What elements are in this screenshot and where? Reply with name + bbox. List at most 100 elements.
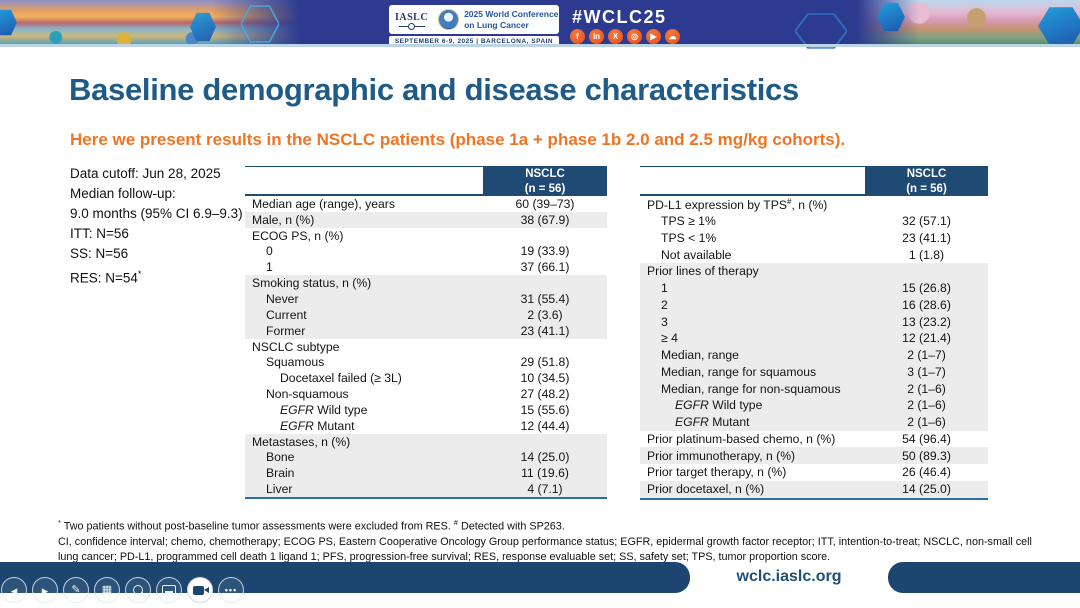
- table-row: EGFR Wild type 2 (1–6): [640, 397, 988, 414]
- row-label: Squamous: [266, 355, 325, 370]
- row-label: Non-squamous: [266, 387, 349, 402]
- table-row: Prior lines of therapy: [640, 263, 988, 280]
- study-info-line: SS: N=56: [70, 246, 129, 261]
- x-twitter-icon: X: [608, 29, 623, 44]
- row-value: 10 (34.5): [520, 371, 570, 386]
- pen-button[interactable]: ✎: [63, 577, 89, 603]
- table-header-line2: (n = 56): [906, 182, 947, 195]
- table-row: Prior platinum-based chemo, n (%) 54 (96.…: [640, 431, 988, 448]
- row-label: Liver: [266, 482, 293, 497]
- table-row: 3 13 (23.2): [640, 313, 988, 330]
- hexagon-outline-decoration: [241, 5, 279, 43]
- row-label: Current: [266, 307, 307, 322]
- row-value: 13 (23.2): [902, 314, 951, 329]
- table-row: Prior immunotherapy, n (%) 50 (89.3): [640, 447, 988, 464]
- iaslc-conference-logo: IASLC 2025 World Conference on Lung Canc…: [389, 5, 559, 34]
- footnote-text2: Detected with SP263.: [457, 520, 565, 533]
- linkedin-icon: in: [589, 29, 604, 44]
- table-header-empty-cell: [245, 167, 483, 196]
- table-row: EGFR Mutant 12 (44.4): [245, 418, 607, 434]
- conference-date-location: SEPTEMBER 6-9, 2025 | BARCELONA, SPAIN: [389, 36, 559, 47]
- table-row: Median age (range), years 60 (39–73): [245, 196, 607, 212]
- footnote-hash: #: [453, 518, 458, 527]
- table-body: PD-L1 expression by TPS#, n (%) TPS ≥ 1% 3…: [640, 196, 988, 500]
- hexagon-decoration: [877, 2, 905, 32]
- row-value: 60 (39–73): [515, 196, 575, 211]
- table-body: Median age (range), years 60 (39–73) Male,…: [245, 196, 607, 500]
- table-row: 0 19 (33.9): [245, 244, 607, 260]
- wechat-icon: ☁: [665, 29, 680, 44]
- study-info-line: RES: N=54*: [70, 269, 142, 286]
- row-value: 23 (41.1): [520, 323, 570, 338]
- row-label: 1: [661, 281, 668, 296]
- see-all-slides-button[interactable]: ▦: [94, 577, 120, 603]
- row-label: ≥ 4: [661, 331, 678, 346]
- previous-slide-button[interactable]: ◂: [1, 577, 27, 603]
- table-row: Brain 11 (19.6): [245, 465, 607, 482]
- study-info-line: Data cutoff: Jun 28, 2025: [70, 166, 221, 181]
- row-value: 1 (1.8): [908, 247, 945, 262]
- row-label: EGFR Mutant: [675, 415, 750, 430]
- row-label: 3: [661, 314, 668, 329]
- row-label: PD-L1 expression by TPS#, n (%): [647, 196, 828, 212]
- captions-icon: [162, 585, 176, 595]
- table-row: 1 15 (26.8): [640, 279, 988, 297]
- table-row: Not available 1 (1.8): [640, 246, 988, 263]
- table-row: EGFR Wild type 15 (55.6): [245, 402, 607, 418]
- row-value: 2 (1–6): [907, 398, 946, 413]
- table-row: Male, n (%) 38 (67.9): [245, 211, 607, 228]
- row-value: 15 (55.6): [520, 402, 570, 417]
- table-row: Smoking status, n (%): [245, 275, 607, 292]
- row-value: 54 (96.4): [902, 431, 951, 446]
- hexagon-outline-decoration: [795, 13, 847, 49]
- row-label: 0: [266, 244, 273, 259]
- social-icons-row: f in X ◎ ▶ ☁: [570, 29, 680, 44]
- table-header: NSCLC (n = 56): [245, 166, 607, 196]
- row-label: Smoking status, n (%): [252, 276, 372, 291]
- row-value: 2 (3.6): [527, 307, 563, 322]
- row-value: 14 (25.0): [902, 482, 951, 497]
- iaslc-logo-mark: [398, 23, 425, 30]
- row-label: Median, range: [661, 348, 739, 363]
- conference-name: 2025 World Conference on Lung Cancer: [464, 9, 558, 29]
- table-header-empty-cell: [640, 167, 865, 196]
- camera-button[interactable]: [187, 577, 213, 603]
- table-header-line1: NSCLC: [906, 168, 947, 181]
- table-row: 1 37 (66.1): [245, 259, 607, 275]
- zoom-button[interactable]: [125, 577, 151, 603]
- table-row: Median, range 2 (1–7): [640, 346, 988, 364]
- row-label: Docetaxel failed (≥ 3L): [280, 371, 402, 386]
- youtube-icon: ▶: [646, 29, 661, 44]
- table-row: Median, range for squamous 3 (1–7): [640, 363, 988, 381]
- table-header-line2: (n = 56): [524, 182, 566, 195]
- table-row: Non-squamous 27 (48.2): [245, 386, 607, 402]
- row-label: Median age (range), years: [252, 196, 395, 211]
- next-slide-button[interactable]: ▸: [32, 577, 58, 603]
- footnote-asterisk: *: [58, 518, 61, 527]
- study-info-line: 9.0 months (95% CI 6.9–9.3): [70, 206, 243, 221]
- footnote-line1: * Two patients without post-baseline tum…: [58, 515, 1040, 535]
- conference-url: wclc.iaslc.org: [736, 568, 842, 585]
- table-row: Median, range for non-squamous 2 (1–6): [640, 380, 988, 397]
- row-value: 2 (1–6): [907, 415, 946, 430]
- table-row: Former 23 (41.1): [245, 322, 607, 339]
- captions-button[interactable]: [156, 577, 182, 603]
- row-value: 29 (51.8): [520, 355, 570, 370]
- row-label: Prior immunotherapy, n (%): [647, 448, 796, 463]
- table-row: EGFR Mutant 2 (1–6): [640, 413, 988, 431]
- more-options-button[interactable]: •••: [218, 577, 244, 603]
- hexagon-decoration: [0, 9, 17, 36]
- previous-slide-icon: ◂: [10, 582, 18, 598]
- table-row: TPS < 1% 23 (41.1): [640, 230, 988, 247]
- next-slide-icon: ▸: [41, 582, 49, 598]
- abbreviations-line: CI, confidence interval; chemo, chemothe…: [58, 536, 1032, 564]
- footnotes: * Two patients without post-baseline tum…: [58, 515, 1040, 566]
- row-label: Male, n (%): [252, 212, 315, 227]
- instagram-icon: ◎: [627, 29, 642, 44]
- conference-banner: IASLC 2025 World Conference on Lung Canc…: [0, 0, 1080, 49]
- row-value: 14 (25.0): [520, 450, 570, 465]
- row-label: Bone: [266, 450, 295, 465]
- row-value: 27 (48.2): [520, 387, 570, 402]
- table-row: Never 31 (55.4): [245, 291, 607, 307]
- footer-bar-right: [888, 562, 1080, 593]
